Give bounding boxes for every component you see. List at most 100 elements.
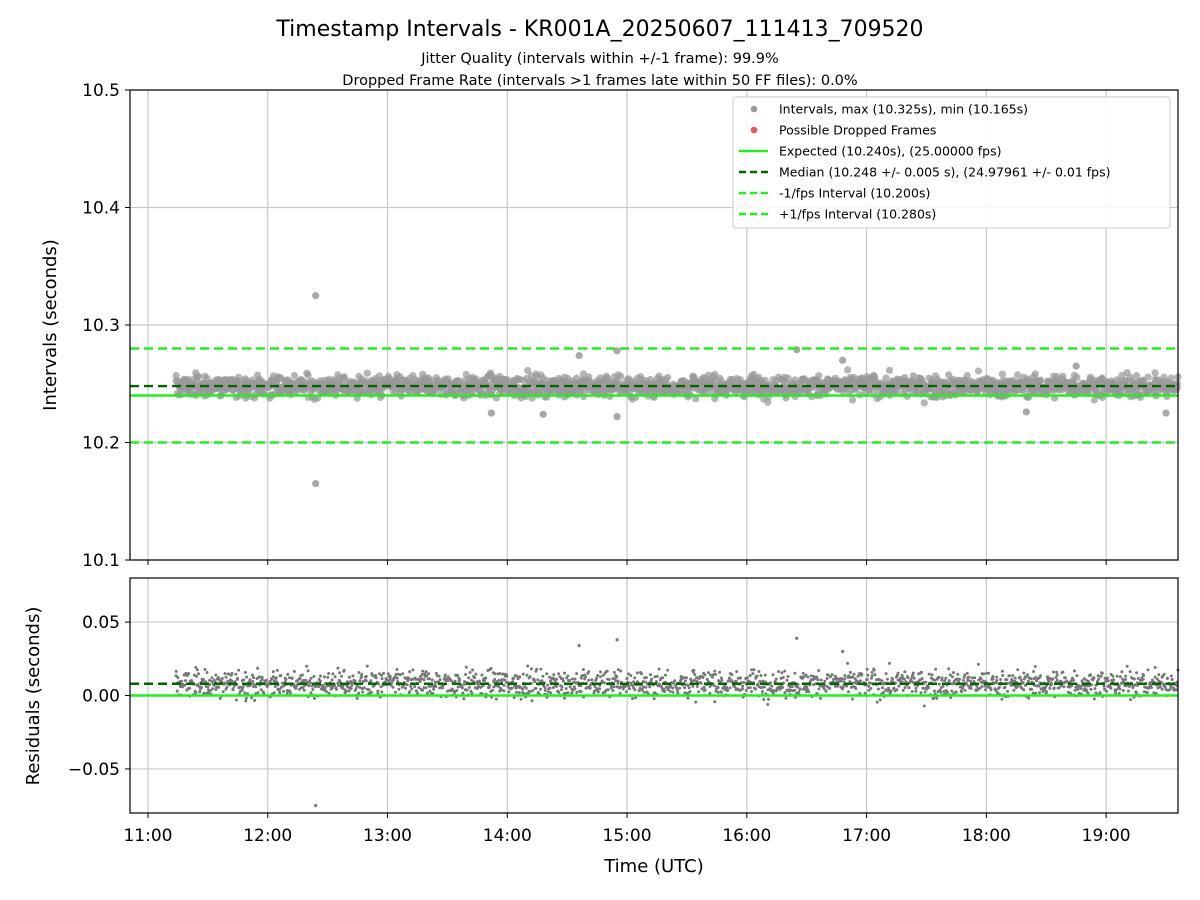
- residual-point: [663, 690, 666, 694]
- residual-point: [770, 684, 774, 688]
- residual-point: [796, 682, 800, 686]
- residual-point: [640, 672, 644, 676]
- residual-point: [231, 687, 235, 691]
- residual-point: [446, 689, 449, 693]
- residual-point: [733, 685, 737, 689]
- residual-point: [609, 684, 613, 688]
- residual-point: [618, 685, 622, 689]
- residual-point: [817, 669, 821, 672]
- residual-point: [461, 691, 465, 695]
- residual-point: [806, 688, 809, 691]
- residual-point: [897, 684, 901, 688]
- residual-point: [802, 675, 806, 679]
- residual-point: [1162, 672, 1166, 676]
- residual-point: [686, 683, 690, 687]
- residual-point: [288, 676, 291, 680]
- residual-point: [230, 679, 234, 683]
- residual-point: [584, 675, 588, 679]
- residual-point: [323, 686, 327, 690]
- legend-entry-label: Expected (10.240s), (25.00000 fps): [779, 144, 1001, 159]
- residual-point: [398, 673, 402, 677]
- residual-point: [989, 688, 993, 692]
- residual-point: [484, 676, 488, 680]
- residual-point: [560, 685, 564, 689]
- residual-point: [895, 688, 899, 692]
- bottom-y-tick-label: 0.05: [82, 613, 120, 633]
- residual-point: [832, 677, 836, 681]
- residual-point: [1096, 674, 1100, 678]
- residual-point: [756, 682, 760, 686]
- residual-point: [956, 672, 960, 676]
- residual-point: [885, 677, 889, 681]
- residual-point: [982, 672, 986, 676]
- residual-point: [396, 680, 400, 683]
- residual-point: [939, 690, 943, 694]
- residual-point: [194, 665, 198, 669]
- residual-point: [1062, 685, 1066, 689]
- residual-point: [1027, 696, 1031, 700]
- residual-point: [380, 677, 384, 681]
- residual-point: [1033, 665, 1037, 668]
- residual-point: [866, 673, 870, 677]
- interval-point: [692, 395, 700, 403]
- interval-point: [363, 369, 371, 377]
- residual-point: [561, 679, 565, 683]
- residual-point: [503, 678, 507, 682]
- interval-point: [848, 396, 857, 404]
- residual-point: [377, 672, 381, 676]
- residual-point: [505, 674, 509, 678]
- interval-point: [858, 374, 866, 382]
- residual-point: [991, 675, 995, 678]
- interval-point: [815, 372, 823, 380]
- residual-point: [1121, 689, 1125, 692]
- residual-point: [688, 690, 692, 694]
- residual-point: [1045, 690, 1049, 694]
- residual-point: [865, 678, 869, 681]
- residual-point: [456, 674, 459, 678]
- residual-point: [835, 677, 838, 681]
- residual-point: [176, 676, 180, 680]
- interval-point: [920, 399, 928, 407]
- residual-point: [243, 670, 247, 674]
- residual-point: [762, 698, 766, 701]
- residual-point: [706, 671, 710, 675]
- residual-point: [340, 674, 343, 678]
- residual-point: [438, 686, 442, 690]
- residual-point: [1048, 677, 1052, 680]
- residual-point: [1029, 677, 1033, 681]
- residual-point: [468, 671, 472, 674]
- residual-point: [678, 686, 682, 690]
- residual-point: [530, 699, 534, 703]
- residual-point: [943, 679, 947, 683]
- residual-point: [354, 687, 358, 690]
- residual-point: [631, 683, 635, 687]
- residual-point: [822, 687, 826, 691]
- residual-point: [965, 671, 969, 675]
- residual-point: [786, 675, 790, 678]
- residual-point: [430, 678, 434, 682]
- residual-point: [511, 680, 515, 684]
- residual-point: [376, 691, 380, 695]
- residual-point: [271, 675, 275, 679]
- residual-point: [278, 687, 282, 691]
- interval-point: [1037, 376, 1045, 384]
- residual-point: [742, 680, 746, 684]
- interval-point: [340, 373, 348, 381]
- residual-point: [856, 674, 860, 678]
- residual-point: [969, 686, 973, 690]
- residual-point: [310, 684, 314, 688]
- residual-point: [566, 674, 570, 678]
- residual-point: [420, 677, 424, 681]
- residual-point: [1069, 679, 1073, 683]
- chart-title: Timestamp Intervals - KR001A_20250607_11…: [275, 17, 923, 42]
- residual-point: [1063, 676, 1067, 680]
- residual-point: [785, 678, 789, 682]
- residual-point: [984, 688, 987, 692]
- residual-point: [350, 683, 354, 687]
- residual-point: [225, 685, 229, 689]
- residual-point: [625, 676, 629, 680]
- legend-entry-label: -1/fps Interval (10.200s): [779, 186, 930, 201]
- residual-point: [197, 672, 200, 676]
- residual-point: [708, 691, 712, 695]
- residual-point: [693, 673, 697, 676]
